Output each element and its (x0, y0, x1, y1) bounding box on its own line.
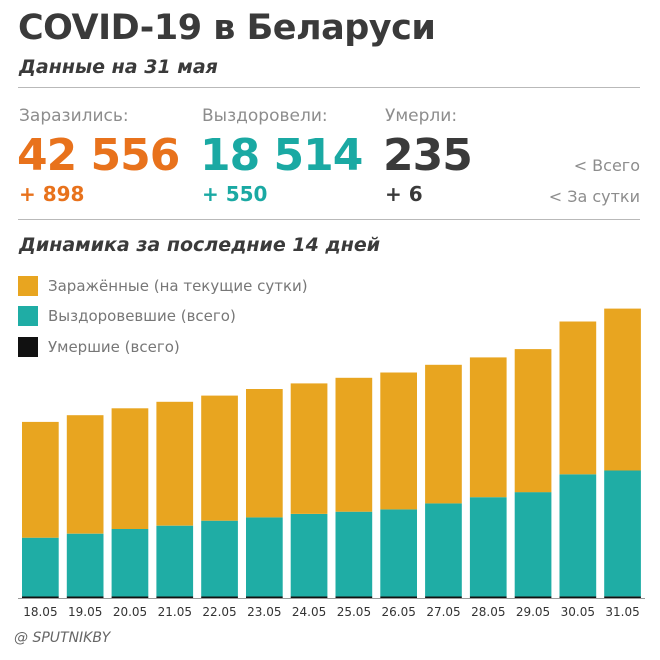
x-tick-label: 29.05 (516, 605, 550, 619)
bar-infected-31.05 (604, 308, 641, 471)
bar-recovered-22.05 (201, 520, 238, 597)
legend-label-recovered: Выздоровевшие (всего) (48, 307, 236, 325)
stat-deaths-delta: + 6 (385, 182, 423, 206)
bar-deaths-30.05 (559, 596, 597, 598)
stat-infected-label: Заразились: (19, 106, 129, 126)
stat-recovered-delta: + 550 (202, 182, 268, 206)
bar-recovered-24.05 (290, 514, 328, 597)
legend-swatch-deaths (18, 337, 38, 357)
bar-infected-19.05 (66, 415, 104, 534)
bar-recovered-29.05 (514, 492, 552, 597)
bar-infected-29.05 (514, 349, 552, 493)
bar-infected-20.05 (111, 408, 149, 529)
bar-deaths-20.05 (111, 596, 149, 598)
bar-infected-23.05 (246, 389, 283, 518)
stat-infected-total: 42 556 (17, 130, 180, 181)
middle-divider (18, 219, 640, 220)
stat-deaths-label: Умерли: (385, 106, 458, 126)
page-subtitle: Данные на 31 мая (19, 56, 218, 78)
bar-recovered-21.05 (156, 525, 194, 597)
bar-recovered-26.05 (380, 509, 417, 597)
x-tick-label: 22.05 (202, 605, 236, 619)
bar-recovered-25.05 (335, 511, 373, 597)
bar-recovered-19.05 (66, 533, 104, 597)
bar-recovered-18.05 (22, 537, 59, 597)
bar-infected-30.05 (559, 321, 597, 475)
stat-recovered-total: 18 514 (200, 130, 363, 181)
page-title: COVID-19 в Беларуси (18, 8, 436, 48)
legend-swatch-infected (18, 276, 38, 296)
stat-recovered-label: Выздоровели: (202, 106, 328, 126)
x-tick-label: 23.05 (247, 605, 281, 619)
x-tick-label: 28.05 (471, 605, 505, 619)
x-tick-label: 30.05 (561, 605, 595, 619)
bar-infected-24.05 (290, 383, 328, 514)
x-tick-label: 25.05 (337, 605, 371, 619)
chart-title: Динамика за последние 14 дней (19, 234, 381, 256)
stat-infected-delta: + 898 (19, 182, 85, 206)
bar-recovered-23.05 (246, 517, 283, 597)
bar-deaths-31.05 (604, 596, 641, 598)
x-tick-label: 24.05 (292, 605, 326, 619)
bar-infected-22.05 (201, 395, 238, 521)
x-tick-label: 26.05 (382, 605, 416, 619)
top-divider (18, 87, 640, 88)
source-credit: @ SPUTNIKBY (14, 630, 111, 646)
bar-recovered-20.05 (111, 529, 149, 597)
stat-deaths-total: 235 (383, 130, 473, 181)
bar-deaths-18.05 (22, 596, 59, 598)
bar-recovered-27.05 (425, 503, 462, 597)
x-tick-label: 20.05 (113, 605, 147, 619)
bar-infected-18.05 (22, 421, 59, 538)
x-tick-label: 21.05 (158, 605, 192, 619)
bar-deaths-28.05 (469, 596, 507, 598)
bar-recovered-31.05 (604, 470, 641, 597)
x-tick-label: 27.05 (426, 605, 460, 619)
bar-deaths-24.05 (290, 596, 328, 598)
stats-key-total: < Всего (573, 156, 640, 175)
bar-deaths-19.05 (66, 596, 104, 598)
bar-deaths-25.05 (335, 596, 373, 598)
bar-deaths-26.05 (380, 596, 417, 598)
bar-deaths-21.05 (156, 596, 194, 598)
bar-infected-27.05 (425, 364, 462, 504)
bar-deaths-23.05 (246, 596, 283, 598)
stats-key-daily: < За сутки (548, 187, 640, 206)
bar-recovered-28.05 (469, 497, 507, 597)
bar-recovered-30.05 (559, 474, 597, 597)
bar-deaths-29.05 (514, 596, 552, 598)
legend-label-infected: Заражённые (на текущие сутки) (48, 277, 308, 295)
bar-infected-26.05 (380, 372, 417, 510)
legend-label-deaths: Умершие (всего) (48, 338, 180, 356)
bar-deaths-22.05 (201, 596, 238, 598)
bar-infected-21.05 (156, 401, 194, 526)
bar-deaths-27.05 (425, 596, 462, 598)
bar-infected-25.05 (335, 377, 373, 512)
x-tick-label: 31.05 (605, 605, 639, 619)
bar-infected-28.05 (469, 357, 507, 498)
x-tick-label: 19.05 (68, 605, 102, 619)
legend-swatch-recovered (18, 306, 38, 326)
x-tick-label: 18.05 (23, 605, 57, 619)
